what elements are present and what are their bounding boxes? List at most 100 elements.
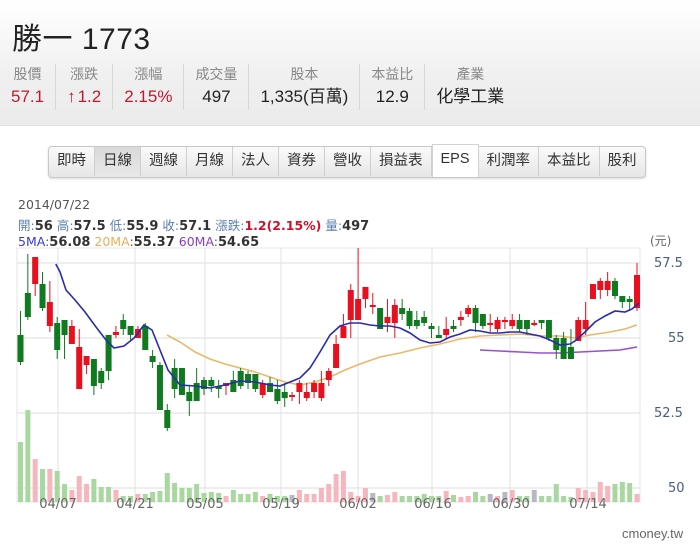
stat-value: 1,335(百萬) [260,86,348,108]
stat-6: 產業 化學工業 [425,64,515,110]
candle-body [105,335,112,371]
tab-1[interactable]: 日線 [95,147,141,176]
tab-8[interactable]: EPS [431,144,479,177]
volume-bar [605,486,611,502]
tab-10[interactable]: 本益比 [539,147,600,176]
volume-bar [583,490,589,502]
volume-bar [274,496,280,502]
ma60-value: 54.65 [218,235,260,250]
volume-bar [458,497,464,502]
volume-bar [230,490,236,502]
stat-value: 2.15% [124,86,172,108]
volume-bar [128,496,134,502]
volume-bar [612,484,618,502]
volume-bar [98,487,104,502]
candle-body [311,383,318,392]
tab-5[interactable]: 資券 [279,147,325,176]
volume-bar [18,442,23,502]
y-tick: 57.5 [654,256,683,271]
volume-bar [421,494,427,502]
candle-body [193,383,200,401]
candle-body [61,320,68,335]
volume-bar [392,492,398,502]
volume-bar [377,496,383,502]
ma20-line [166,324,638,386]
tab-9[interactable]: 利潤率 [479,147,540,176]
ohlc-info: 開:56 高:57.5 低:55.9 收:57.1 漲跌:1.2(2.15%) … [18,218,370,234]
page-title: 勝一 1773 [12,23,151,56]
candle-body [501,320,508,322]
low-value: 55.9 [126,219,159,234]
candle-body [634,275,640,308]
candle-body [186,392,193,401]
volume-bar [267,494,273,502]
info-date: 2014/07/22 [18,197,91,212]
stat-value: 12.9 [376,86,409,108]
candle-body [428,326,435,329]
volume-bar [164,473,170,502]
candle-body [274,389,281,401]
candle-body [39,284,46,308]
stat-value: 497 [202,86,230,108]
tab-6[interactable]: 營收 [325,147,371,176]
tab-3[interactable]: 月線 [187,147,233,176]
stats-bar: 股價 57.1 漲跌 ↑ 1.2 漲幅 2.15% 成交量 497 股本 1,335(百萬) 本益比 1… [0,64,515,114]
volume-bar [172,483,178,502]
candle-body [318,383,325,398]
volume-bar [245,494,251,502]
volume-bar [509,490,515,502]
volume-bar [553,484,559,502]
candle-body [450,326,457,329]
tab-2[interactable]: 週線 [141,147,187,176]
tab-0[interactable]: 即時 [49,147,95,176]
arrow-up-icon: ↑ [67,87,76,106]
x-tick: 04/07 [39,497,77,512]
volume-bar [561,496,567,502]
candle-body [575,320,582,341]
tab-11[interactable]: 股利 [607,153,637,169]
volume-bar [539,496,545,502]
volume-bar [340,471,346,502]
tab-4[interactable]: 法人 [233,147,279,176]
candle-body [619,296,626,302]
candle-body [531,323,538,325]
volume-bar [370,493,376,502]
ma5-line [55,263,640,389]
candle-body [83,356,90,365]
candle-body [76,347,83,389]
volume-bar [252,492,258,502]
candle-body [604,281,611,290]
volume-bar [216,493,222,502]
volume-bar [326,484,332,502]
volume-bar [54,471,60,502]
volume-bar [487,494,493,502]
volume-bar [296,490,302,502]
volume-bar [465,496,471,502]
volume-bar [429,496,434,502]
volume-bar [113,490,119,502]
tab-7[interactable]: 損益表 [371,147,432,176]
volume-bar [627,483,633,502]
candle-body [435,335,442,338]
candle-body [296,383,303,392]
candle-body [523,320,530,329]
ma20-value: 55.37 [133,235,175,250]
volume-bar [282,496,288,502]
volume-bar [436,496,442,502]
candle-body [142,326,149,350]
candle-body [333,344,340,368]
volume-bar [135,494,141,502]
stat-1: 漲跌 ↑ 1.2 [56,64,114,110]
chart-tabs: 即時 日線 週線 月線 法人 資券 營收 損益表 EPS 利潤率 本益比 股利 [48,144,646,178]
y-tick: 55 [668,331,685,346]
open-value: 56 [34,219,53,234]
candle-body [494,320,501,329]
volume-bar [399,496,405,502]
volume-bar [120,496,126,502]
ma-info: 5MA:56.08 20MA:55.37 60MA:54.65 [18,234,260,250]
candle-body [391,305,398,323]
candle-body [303,392,310,398]
volume-bar [517,496,523,502]
volume-bar [40,469,46,502]
